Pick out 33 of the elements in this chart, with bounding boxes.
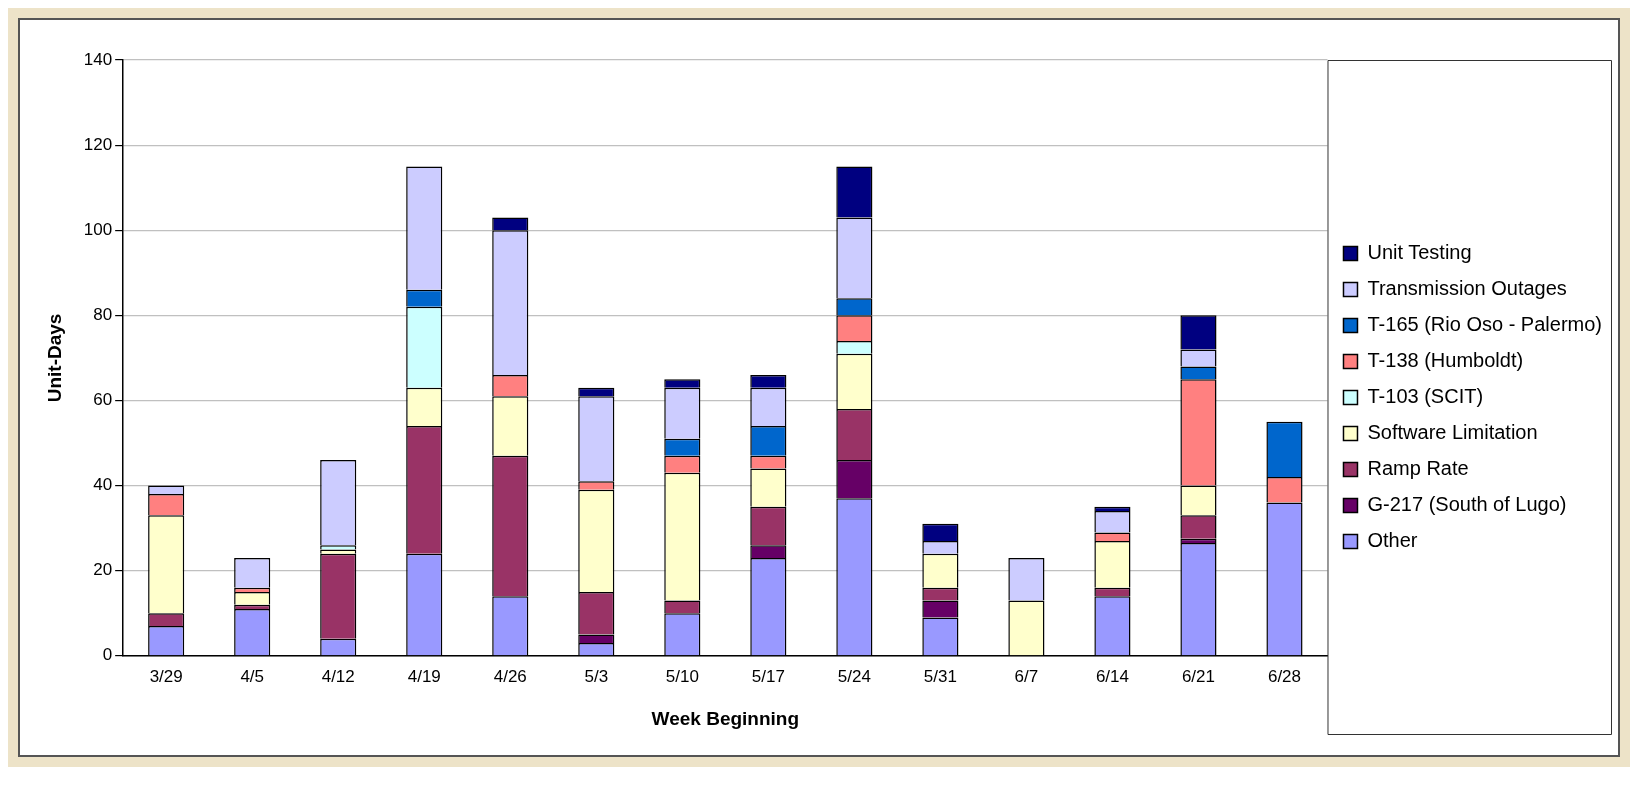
legend-label: T-138 (Humboldt) [1367, 349, 1524, 372]
x-tick-label: 5/17 [751, 666, 785, 686]
legend-label: Ramp Rate [1367, 457, 1469, 480]
y-tick-label: 140 [83, 49, 113, 69]
y-tick-label: 100 [83, 219, 113, 239]
x-tick-label: 4/5 [240, 666, 265, 686]
legend-label: G-217 (South of Lugo) [1367, 493, 1567, 516]
x-tick-label: 6/21 [1181, 666, 1215, 686]
y-tick-label: 80 [93, 305, 113, 325]
y-tick-label: 20 [93, 560, 113, 580]
y-tick-label: 40 [93, 475, 113, 495]
x-tick-label: 5/10 [665, 666, 699, 686]
legend-label: Transmission Outages [1367, 277, 1567, 300]
legend-label: T-103 (SCIT) [1367, 385, 1484, 408]
legend-label: Other [1367, 529, 1418, 552]
x-tick-label: 4/12 [321, 666, 355, 686]
y-tick-label: 0 [102, 645, 113, 665]
x-tick-label: 4/19 [407, 666, 441, 686]
x-tick-label: 5/3 [584, 666, 609, 686]
legend-label: Unit Testing [1367, 241, 1472, 264]
x-tick-label: 6/7 [1014, 666, 1039, 686]
y-axis-title: Unit-Days [43, 313, 65, 403]
y-tick-label: 120 [83, 134, 113, 154]
x-tick-label: 6/14 [1095, 666, 1129, 686]
legend-label: T-165 (Rio Oso - Palermo) [1367, 313, 1602, 336]
x-axis-title: Week Beginning [651, 707, 800, 729]
x-tick-label: 3/29 [149, 666, 183, 686]
x-tick-label: 5/24 [837, 666, 871, 686]
legend-label: Software Limitation [1367, 421, 1538, 444]
y-tick-label: 60 [93, 390, 113, 410]
x-tick-label: 4/26 [493, 666, 527, 686]
x-tick-label: 6/28 [1267, 666, 1302, 686]
x-tick-label: 5/31 [923, 666, 957, 686]
